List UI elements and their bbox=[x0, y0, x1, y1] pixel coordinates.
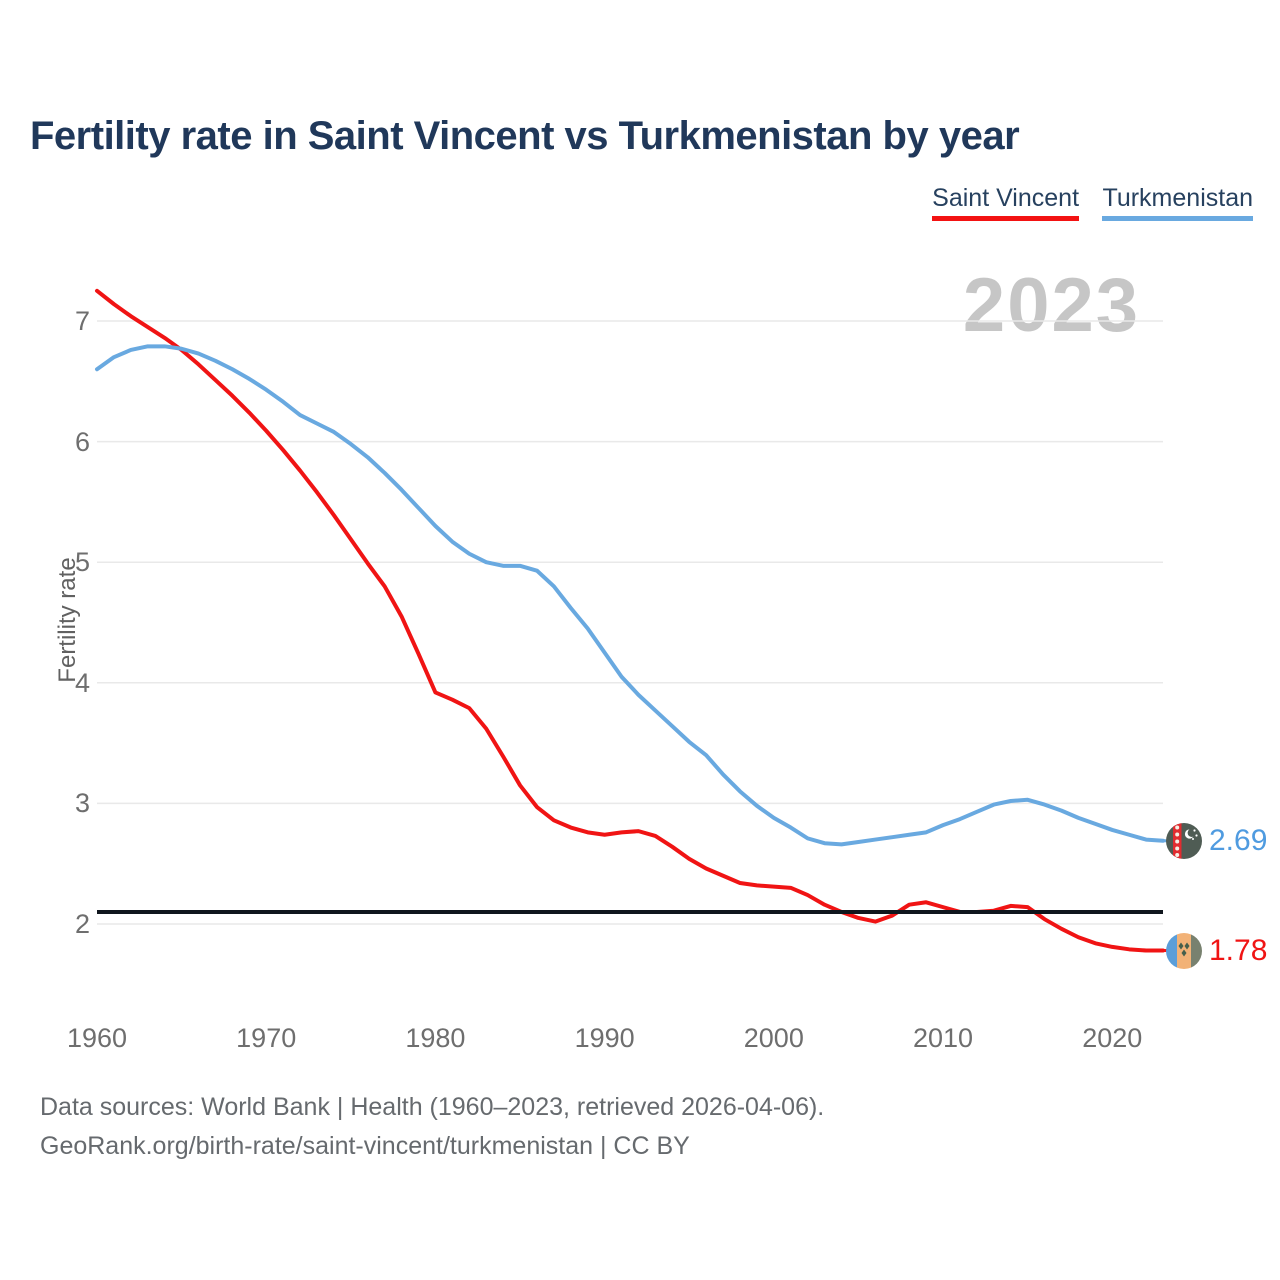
legend-item-saint-vincent[interactable]: Saint Vincent bbox=[932, 184, 1080, 221]
watermark-year: 2023 bbox=[962, 263, 1140, 348]
legend: Saint Vincent Turkmenistan bbox=[913, 184, 1253, 221]
legend-item-turkmenistan[interactable]: Turkmenistan bbox=[1102, 184, 1253, 221]
